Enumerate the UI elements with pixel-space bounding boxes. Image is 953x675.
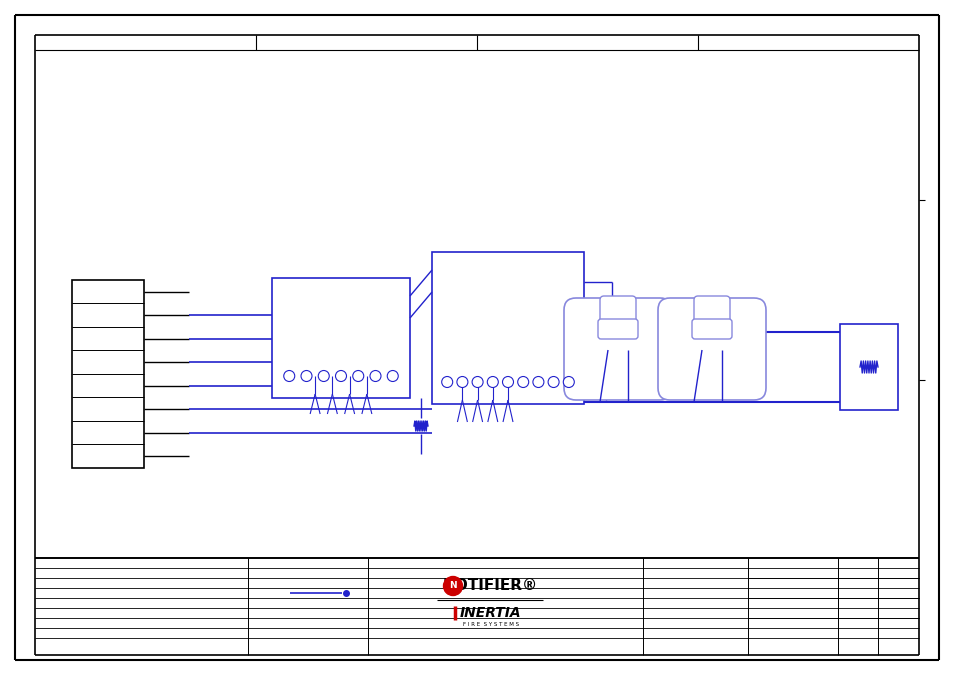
Text: F I R E  S Y S T E M S: F I R E S Y S T E M S (462, 622, 518, 628)
Bar (432, 252, 583, 404)
Text: NOTIFIER®: NOTIFIER® (442, 578, 537, 593)
Circle shape (283, 371, 294, 381)
Circle shape (533, 377, 543, 387)
Circle shape (443, 576, 462, 595)
Circle shape (353, 371, 363, 381)
Text: INERTIA: INERTIA (459, 606, 521, 620)
FancyBboxPatch shape (658, 298, 765, 400)
Circle shape (562, 377, 574, 387)
Circle shape (335, 371, 346, 381)
Circle shape (318, 371, 329, 381)
Bar (272, 278, 410, 398)
FancyBboxPatch shape (691, 319, 731, 339)
Circle shape (301, 371, 312, 381)
Text: N: N (449, 581, 456, 591)
Circle shape (441, 377, 453, 387)
FancyBboxPatch shape (599, 296, 636, 324)
Bar (71, 280, 144, 468)
FancyBboxPatch shape (598, 319, 638, 339)
Circle shape (517, 377, 528, 387)
Circle shape (387, 371, 397, 381)
Circle shape (487, 377, 497, 387)
FancyBboxPatch shape (693, 296, 729, 324)
Circle shape (370, 371, 380, 381)
Circle shape (472, 377, 482, 387)
Circle shape (548, 377, 558, 387)
FancyBboxPatch shape (563, 298, 671, 400)
Bar (840, 324, 897, 410)
Circle shape (456, 377, 467, 387)
Circle shape (502, 377, 513, 387)
